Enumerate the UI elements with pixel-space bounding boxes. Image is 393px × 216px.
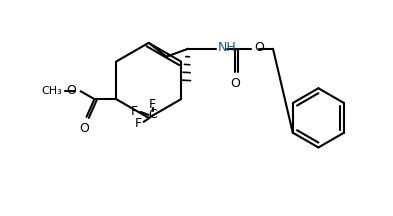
Text: F: F [149, 98, 156, 111]
Text: C: C [148, 108, 157, 121]
Text: CH₃: CH₃ [41, 86, 62, 96]
Text: O: O [66, 84, 76, 97]
Text: F: F [131, 105, 138, 118]
Text: O: O [80, 122, 90, 135]
Text: F: F [135, 117, 142, 130]
Text: NH: NH [218, 41, 237, 54]
Text: O: O [231, 77, 241, 91]
Text: O: O [254, 41, 264, 54]
